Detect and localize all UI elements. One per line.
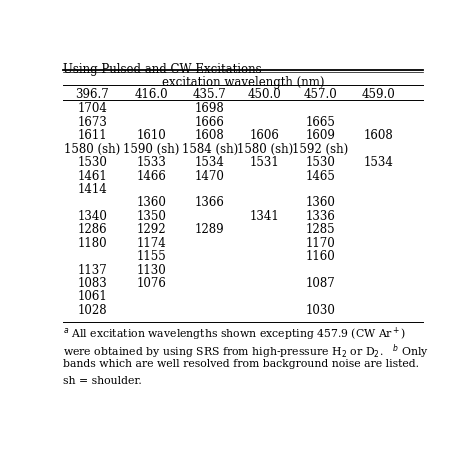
- Text: 1533: 1533: [136, 156, 166, 169]
- Text: 1592 (sh): 1592 (sh): [292, 143, 348, 156]
- Text: bands which are well resolved from background noise are listed.: bands which are well resolved from backg…: [63, 359, 419, 369]
- Text: 1137: 1137: [77, 263, 107, 277]
- Text: 1289: 1289: [195, 224, 225, 236]
- Text: excitation wavelength (nm): excitation wavelength (nm): [162, 76, 324, 90]
- Text: 396.7: 396.7: [75, 88, 109, 101]
- Text: 1704: 1704: [77, 102, 107, 116]
- Text: 457.0: 457.0: [303, 88, 337, 101]
- Text: 450.0: 450.0: [248, 88, 282, 101]
- Text: were obtained by using SRS from high-pressure H$_2$ or D$_2$.   $^b$ Only: were obtained by using SRS from high-pre…: [63, 342, 429, 361]
- Text: 1534: 1534: [364, 156, 394, 169]
- Text: 1028: 1028: [77, 304, 107, 317]
- Text: 1608: 1608: [364, 129, 394, 142]
- Text: 1350: 1350: [136, 210, 166, 223]
- Text: 1673: 1673: [77, 116, 107, 129]
- Text: 1076: 1076: [136, 277, 166, 290]
- Text: 1606: 1606: [250, 129, 280, 142]
- Text: 1083: 1083: [77, 277, 107, 290]
- Text: 1666: 1666: [195, 116, 225, 129]
- Text: 435.7: 435.7: [193, 88, 227, 101]
- Text: 1580 (sh): 1580 (sh): [64, 143, 120, 156]
- Text: 1336: 1336: [305, 210, 335, 223]
- Text: 1470: 1470: [195, 169, 225, 183]
- Text: 1160: 1160: [305, 250, 335, 263]
- Text: 459.0: 459.0: [362, 88, 396, 101]
- Text: 1580 (sh): 1580 (sh): [237, 143, 293, 156]
- Text: 1130: 1130: [136, 263, 166, 277]
- Text: 1461: 1461: [77, 169, 107, 183]
- Text: 1286: 1286: [77, 224, 107, 236]
- Text: Using Pulsed and CW Excitations: Using Pulsed and CW Excitations: [63, 63, 262, 76]
- Text: 1180: 1180: [77, 237, 107, 250]
- Text: 1534: 1534: [195, 156, 225, 169]
- Text: 1466: 1466: [136, 169, 166, 183]
- Text: 1609: 1609: [305, 129, 335, 142]
- Text: 1366: 1366: [195, 196, 225, 209]
- Text: $^a$ All excitation wavelengths shown excepting 457.9 (CW Ar$^+$): $^a$ All excitation wavelengths shown ex…: [63, 325, 406, 343]
- Text: 1465: 1465: [305, 169, 335, 183]
- Text: 1341: 1341: [250, 210, 280, 223]
- Text: 1170: 1170: [305, 237, 335, 250]
- Text: 1530: 1530: [77, 156, 107, 169]
- Text: 1360: 1360: [305, 196, 335, 209]
- Text: 1610: 1610: [136, 129, 166, 142]
- Text: 1340: 1340: [77, 210, 107, 223]
- Text: 1590 (sh): 1590 (sh): [123, 143, 179, 156]
- Text: 1608: 1608: [195, 129, 225, 142]
- Text: 1087: 1087: [305, 277, 335, 290]
- Text: 1698: 1698: [195, 102, 225, 116]
- Text: 416.0: 416.0: [134, 88, 168, 101]
- Text: 1611: 1611: [77, 129, 107, 142]
- Text: 1530: 1530: [305, 156, 335, 169]
- Text: 1531: 1531: [250, 156, 280, 169]
- Text: 1030: 1030: [305, 304, 335, 317]
- Text: 1285: 1285: [305, 224, 335, 236]
- Text: 1360: 1360: [136, 196, 166, 209]
- Text: 1665: 1665: [305, 116, 335, 129]
- Text: sh = shoulder.: sh = shoulder.: [63, 376, 142, 386]
- Text: 1584 (sh): 1584 (sh): [182, 143, 238, 156]
- Text: 1061: 1061: [77, 291, 107, 303]
- Text: 1292: 1292: [137, 224, 166, 236]
- Text: 1174: 1174: [136, 237, 166, 250]
- Text: 1414: 1414: [77, 183, 107, 196]
- Text: 1155: 1155: [136, 250, 166, 263]
